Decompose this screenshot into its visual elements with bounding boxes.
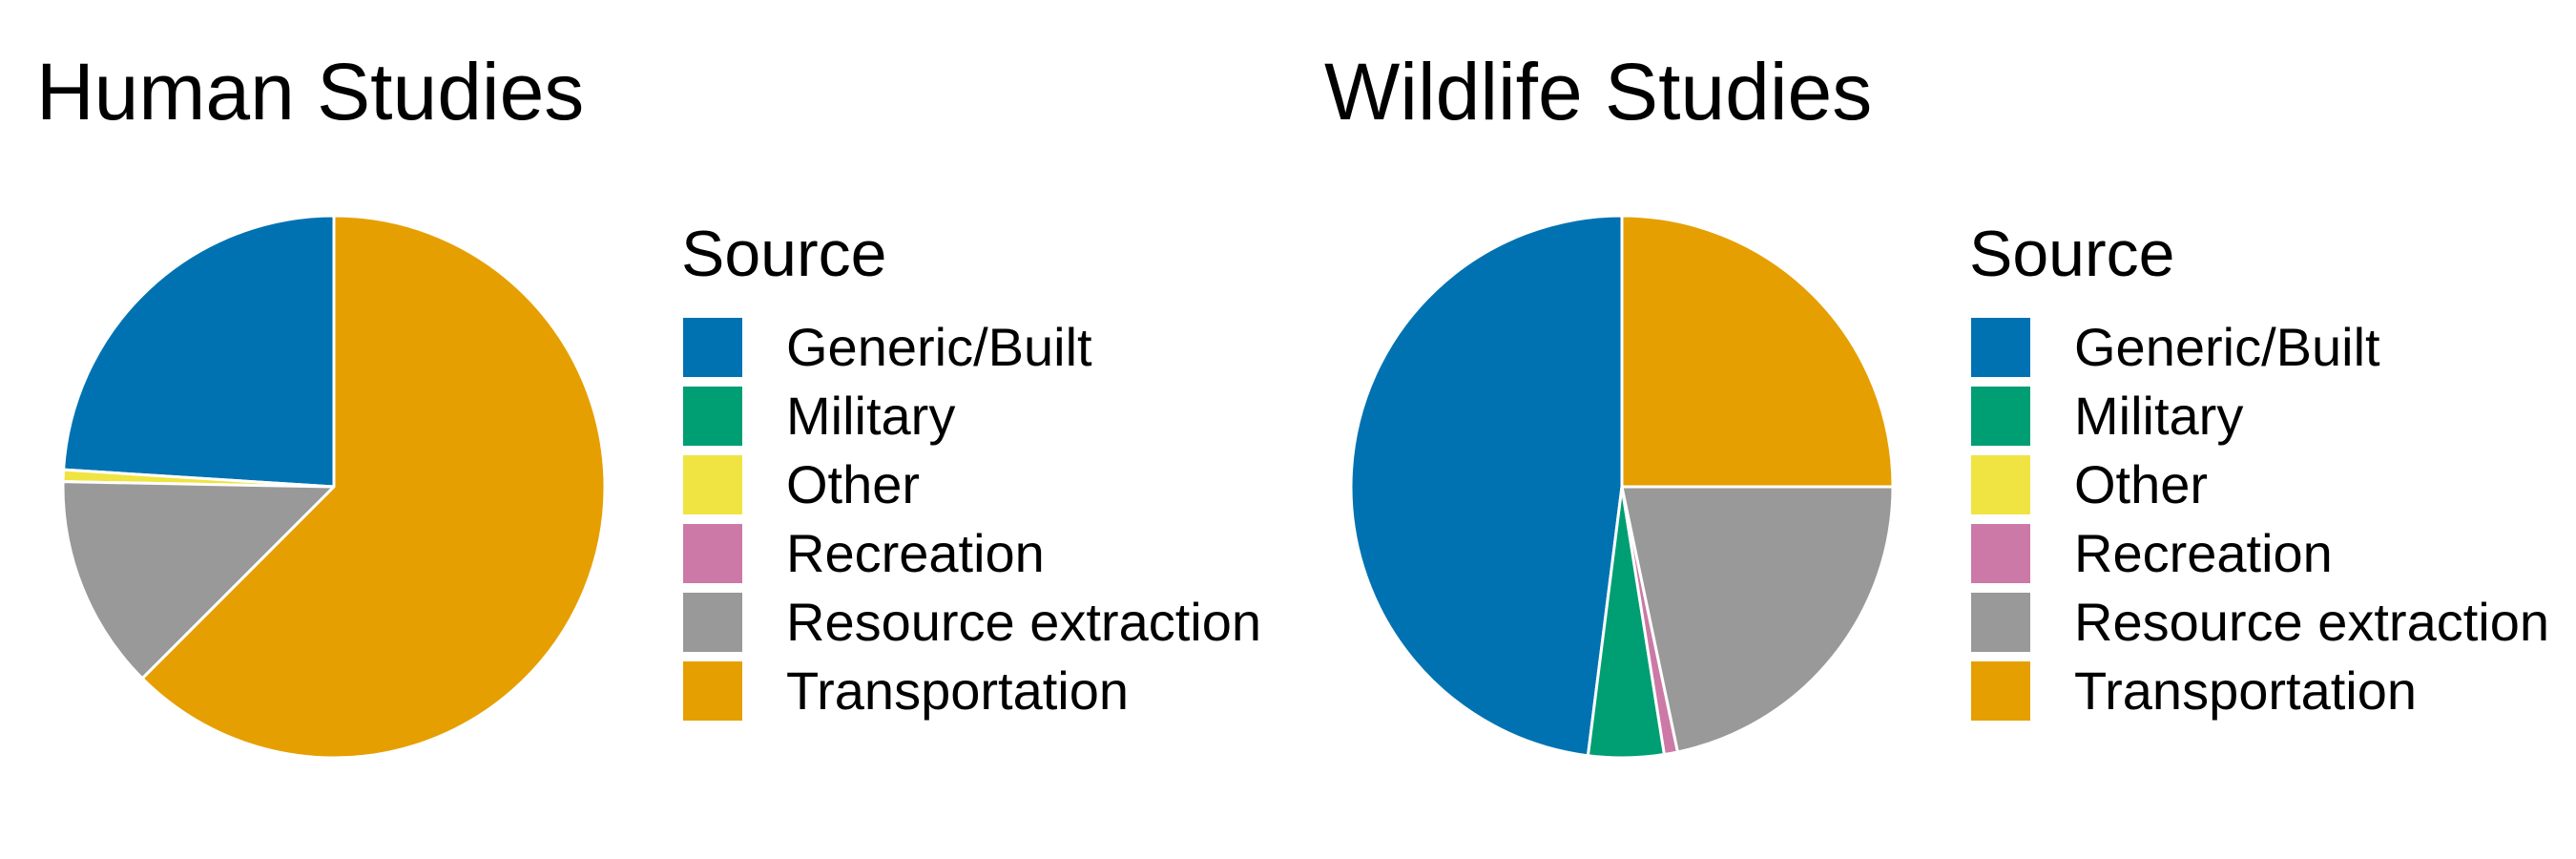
legend-item-recreation: Recreation bbox=[1969, 521, 2333, 590]
legend-swatch bbox=[683, 387, 742, 446]
legend-label: Transportation bbox=[2074, 660, 2417, 721]
pie-slice-generic-built bbox=[62, 214, 336, 489]
pie-chart bbox=[61, 214, 607, 760]
legend-swatch bbox=[1971, 387, 2030, 446]
wildlife-studies-panel: Wildlife Studies Source Generic/Built Mi… bbox=[1288, 0, 2576, 859]
legend-title: Source bbox=[1969, 218, 2175, 290]
legend-item-other: Other bbox=[681, 452, 920, 521]
legend: Source Generic/Built Military Other Recr… bbox=[681, 218, 1261, 727]
pie-slice-resource-extraction bbox=[1620, 485, 1895, 754]
legend-item-military: Military bbox=[681, 384, 955, 452]
pie-slice-transportation bbox=[140, 214, 607, 760]
legend-label: Recreation bbox=[786, 523, 1045, 583]
legend-swatch bbox=[683, 524, 742, 583]
legend-label: Military bbox=[786, 386, 956, 446]
legend-swatch bbox=[1971, 455, 2030, 514]
legend-label: Other bbox=[786, 454, 921, 514]
legend-item-other: Other bbox=[1969, 452, 2208, 521]
human-studies-panel: Human Studies Source Generic/Built Milit… bbox=[36, 47, 1261, 760]
legend-swatch bbox=[1971, 524, 2030, 583]
chart-title: Human Studies bbox=[36, 47, 585, 136]
legend-label: Resource extraction bbox=[786, 592, 1262, 652]
legend-item-resource-extraction: Resource extraction bbox=[1969, 590, 2549, 659]
legend-swatch bbox=[683, 661, 742, 721]
legend-swatch bbox=[1971, 318, 2030, 377]
legend-swatch bbox=[683, 593, 742, 652]
legend-item-transportation: Transportation bbox=[1969, 659, 2417, 727]
legend-swatch bbox=[1971, 661, 2030, 721]
legend-item-recreation: Recreation bbox=[681, 521, 1045, 590]
legend-title: Source bbox=[681, 218, 887, 290]
legend-item-resource-extraction: Resource extraction bbox=[681, 590, 1261, 659]
legend-label: Other bbox=[2074, 454, 2209, 514]
legend-swatch bbox=[683, 455, 742, 514]
pie-slice-transportation bbox=[1620, 214, 1895, 489]
legend-item-transportation: Transportation bbox=[681, 659, 1129, 727]
legend-label: Resource extraction bbox=[2074, 592, 2550, 652]
legend-label: Transportation bbox=[786, 660, 1129, 721]
legend-label: Recreation bbox=[2074, 523, 2333, 583]
legend-swatch bbox=[1971, 593, 2030, 652]
legend-item-generic-built: Generic/Built bbox=[1969, 315, 2380, 384]
legend-label: Generic/Built bbox=[2074, 317, 2380, 377]
legend-item-military: Military bbox=[1969, 384, 2243, 452]
legend-label: Generic/Built bbox=[786, 317, 1092, 377]
pie-slice-resource-extraction bbox=[61, 480, 336, 681]
legend: Source Generic/Built Military Other Recr… bbox=[1969, 218, 2549, 727]
legend-item-generic-built: Generic/Built bbox=[681, 315, 1092, 384]
pie-slice-generic-built bbox=[1349, 214, 1624, 758]
pie-chart bbox=[1349, 214, 1895, 760]
legend-label: Military bbox=[2074, 386, 2244, 446]
legend-swatch bbox=[683, 318, 742, 377]
chart-title: Wildlife Studies bbox=[1324, 47, 1873, 136]
